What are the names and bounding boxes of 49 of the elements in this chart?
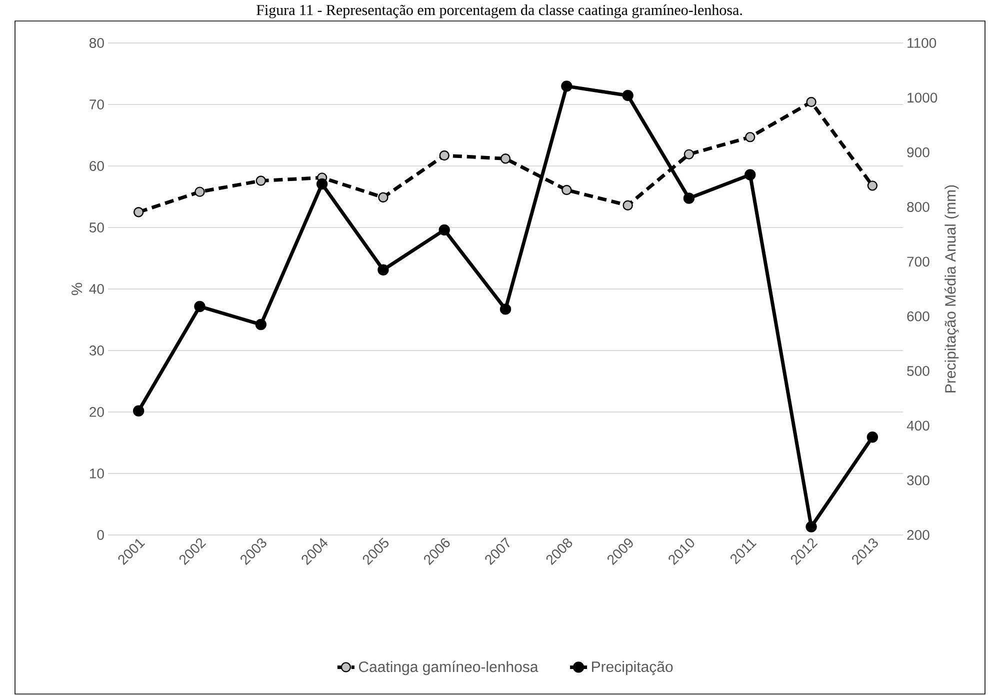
- point: [806, 96, 816, 108]
- y-tick-label: 10: [90, 468, 104, 478]
- y2-tick-label: 900: [907, 147, 930, 158]
- point: [316, 178, 328, 190]
- point: [561, 80, 572, 92]
- y-tick-label: 20: [90, 407, 104, 417]
- point: [438, 224, 450, 236]
- point: [622, 90, 634, 102]
- y2-tick-label: 700: [907, 256, 930, 267]
- y-tick-label: 50: [89, 222, 104, 232]
- point: [684, 149, 694, 160]
- y2-axis-title: Precipitação Média Anual (mm): [944, 185, 959, 392]
- point: [622, 200, 633, 210]
- y2-tick-label: 300: [907, 475, 930, 486]
- point: [500, 154, 511, 164]
- y2-tick-label: 400: [906, 420, 930, 431]
- y-axis-title: %: [72, 282, 82, 296]
- point: [562, 184, 572, 196]
- point: [683, 192, 695, 204]
- point: [132, 405, 144, 416]
- point: [255, 318, 266, 330]
- point: [439, 150, 450, 161]
- point: [194, 186, 205, 197]
- y2-tick-label: 1100: [908, 38, 936, 48]
- point: [378, 192, 388, 202]
- legend-label: Caatinga gamíneo-lenhosa: [358, 660, 538, 676]
- point: [378, 264, 389, 276]
- point: [500, 304, 512, 315]
- y-tick-label: 60: [90, 161, 104, 171]
- chart-title: Figura 11 - Representação em porcentagem da classe caatinga gramíneo-lenhosa.: [256, 4, 742, 18]
- y2-tick-label: 500: [907, 366, 930, 376]
- point: [806, 521, 817, 532]
- point: [133, 207, 144, 218]
- y2-tick-label: 600: [907, 311, 930, 322]
- y2-tick-label: 800: [907, 202, 930, 212]
- point: [744, 169, 756, 180]
- y2-tick-label: 1000: [908, 92, 938, 103]
- point: [867, 180, 878, 191]
- y-tick-label: 30: [89, 346, 104, 356]
- y-tick-label: 70: [90, 100, 104, 110]
- y-tick-label: 40: [89, 284, 104, 294]
- point: [256, 176, 266, 186]
- point: [866, 432, 878, 443]
- y-tick-label: 80: [90, 38, 104, 48]
- point: [745, 132, 756, 142]
- y2-tick-label: 200: [907, 530, 930, 540]
- point: [194, 300, 206, 312]
- y-tick-label: 0: [97, 530, 104, 540]
- legend-label: Precipitação: [592, 661, 673, 676]
